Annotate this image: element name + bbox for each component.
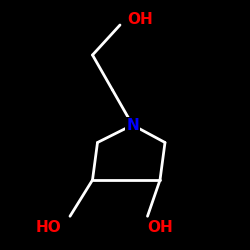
Text: N: N bbox=[126, 118, 139, 132]
Text: OH: OH bbox=[148, 220, 173, 235]
Text: HO: HO bbox=[36, 220, 62, 235]
Text: OH: OH bbox=[128, 12, 153, 28]
